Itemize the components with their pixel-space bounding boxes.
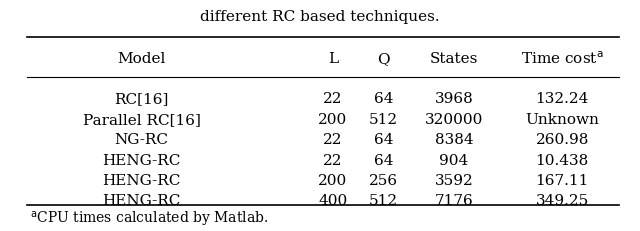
Text: different RC based techniques.: different RC based techniques. [200, 10, 440, 24]
Text: 64: 64 [374, 92, 394, 106]
Text: 200: 200 [318, 174, 348, 188]
Text: 3592: 3592 [435, 174, 473, 188]
Text: Q: Q [378, 52, 390, 66]
Text: 400: 400 [318, 195, 348, 208]
Text: 132.24: 132.24 [536, 92, 589, 106]
Text: 8384: 8384 [435, 133, 473, 147]
Text: 22: 22 [323, 154, 342, 167]
Text: 512: 512 [369, 113, 398, 127]
Text: 320000: 320000 [424, 113, 483, 127]
Text: 904: 904 [439, 154, 468, 167]
Text: $^\mathrm{a}$CPU times calculated by Matlab.: $^\mathrm{a}$CPU times calculated by Mat… [30, 210, 268, 229]
Text: Time cost$^\mathrm{a}$: Time cost$^\mathrm{a}$ [521, 51, 604, 67]
Text: 22: 22 [323, 133, 342, 147]
Text: 10.438: 10.438 [536, 154, 589, 167]
Text: Model: Model [117, 52, 166, 66]
Text: 64: 64 [374, 154, 394, 167]
Text: L: L [328, 52, 338, 66]
Text: 7176: 7176 [435, 195, 473, 208]
Text: RC[16]: RC[16] [115, 92, 169, 106]
Text: Parallel RC[16]: Parallel RC[16] [83, 113, 200, 127]
Text: 64: 64 [374, 133, 394, 147]
Text: 22: 22 [323, 92, 342, 106]
Text: 200: 200 [318, 113, 348, 127]
Text: 256: 256 [369, 174, 398, 188]
Text: HENG-RC: HENG-RC [102, 174, 180, 188]
Text: HENG-RC: HENG-RC [102, 154, 180, 167]
Text: 349.25: 349.25 [536, 195, 589, 208]
Text: 167.11: 167.11 [536, 174, 589, 188]
Text: 260.98: 260.98 [536, 133, 589, 147]
Text: States: States [429, 52, 478, 66]
Text: 512: 512 [369, 195, 398, 208]
Text: 3968: 3968 [435, 92, 473, 106]
Text: HENG-RC: HENG-RC [102, 195, 180, 208]
Text: Unknown: Unknown [525, 113, 599, 127]
Text: NG-RC: NG-RC [115, 133, 168, 147]
